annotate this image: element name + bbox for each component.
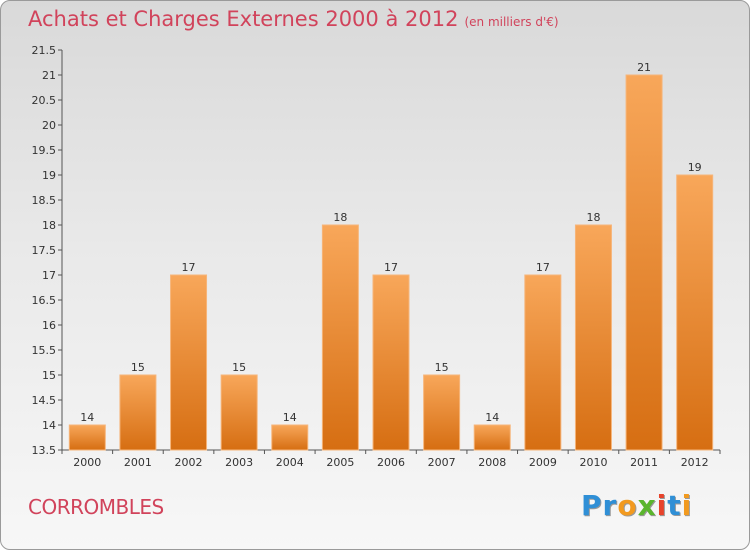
bar [372,274,410,451]
chart-unit: (en milliers d'€) [464,15,559,29]
y-tick-label: 20 [42,119,56,132]
y-tick-label: 14 [42,419,56,432]
x-tick-label: 2011 [630,456,658,469]
bar [524,274,562,451]
y-tick-label: 17.5 [32,244,57,257]
logo-letter: x [637,489,657,522]
logo-letter: i [681,489,693,522]
y-tick-label: 19.5 [32,144,57,157]
logo-letter: r [602,489,618,522]
x-tick-label: 2000 [73,456,101,469]
chart-title-text: Achats et Charges Externes 2000 à 2012 [28,7,459,31]
data-label: 17 [182,261,196,274]
y-tick-label: 16 [42,319,56,332]
y-tick-label: 15 [42,369,56,382]
bar [170,274,208,451]
chart-title: Achats et Charges Externes 2000 à 2012 (e… [28,7,559,31]
logo-letter: t [667,489,682,522]
data-label: 17 [536,261,550,274]
x-tick-label: 2007 [428,456,456,469]
data-label: 14 [485,411,499,424]
x-tick-label: 2006 [377,456,405,469]
y-tick-label: 18 [42,219,56,232]
data-label: 17 [384,261,398,274]
x-tick-label: 2001 [124,456,152,469]
y-tick-label: 16.5 [32,294,57,307]
bar [119,374,157,451]
x-tick-label: 2002 [175,456,203,469]
logo-letter: o [617,489,638,522]
y-tick-label: 19 [42,169,56,182]
bar [676,174,714,451]
bar [321,224,359,451]
bar [220,374,258,451]
bar [271,424,309,451]
data-label: 19 [688,161,702,174]
x-tick-label: 2004 [276,456,304,469]
data-label: 15 [131,361,145,374]
y-tick-label: 14.5 [32,394,57,407]
y-tick-label: 15.5 [32,344,57,357]
y-tick-label: 21.5 [32,44,57,57]
chart-bars: 14 15 17 15 14 18 17 15 14 17 18 21 19 [68,61,714,451]
y-tick-label: 20.5 [32,94,57,107]
commune-name: CORROMBLES [28,495,164,519]
proxiti-logo: Proxiti [581,489,692,522]
bar [473,424,511,451]
bar [574,224,612,451]
x-tick-label: 2005 [326,456,354,469]
y-tick-label: 17 [42,269,56,282]
x-tick-label: 2012 [681,456,709,469]
data-label: 14 [283,411,297,424]
x-tick-label: 2010 [579,456,607,469]
x-tick-label: 2009 [529,456,557,469]
bar [423,374,461,451]
data-label: 14 [80,411,94,424]
x-tick-label: 2008 [478,456,506,469]
data-label: 15 [435,361,449,374]
data-label: 18 [586,211,600,224]
logo-letter: P [581,489,603,522]
bar [68,424,106,451]
logo-letter: i [656,489,668,522]
y-tick-label: 18.5 [32,194,57,207]
x-tick-label: 2003 [225,456,253,469]
y-tick-label: 21 [42,69,56,82]
data-label: 15 [232,361,246,374]
data-label: 21 [637,61,651,74]
data-label: 18 [333,211,347,224]
bar [625,74,663,451]
y-tick-label: 13.5 [32,444,57,457]
